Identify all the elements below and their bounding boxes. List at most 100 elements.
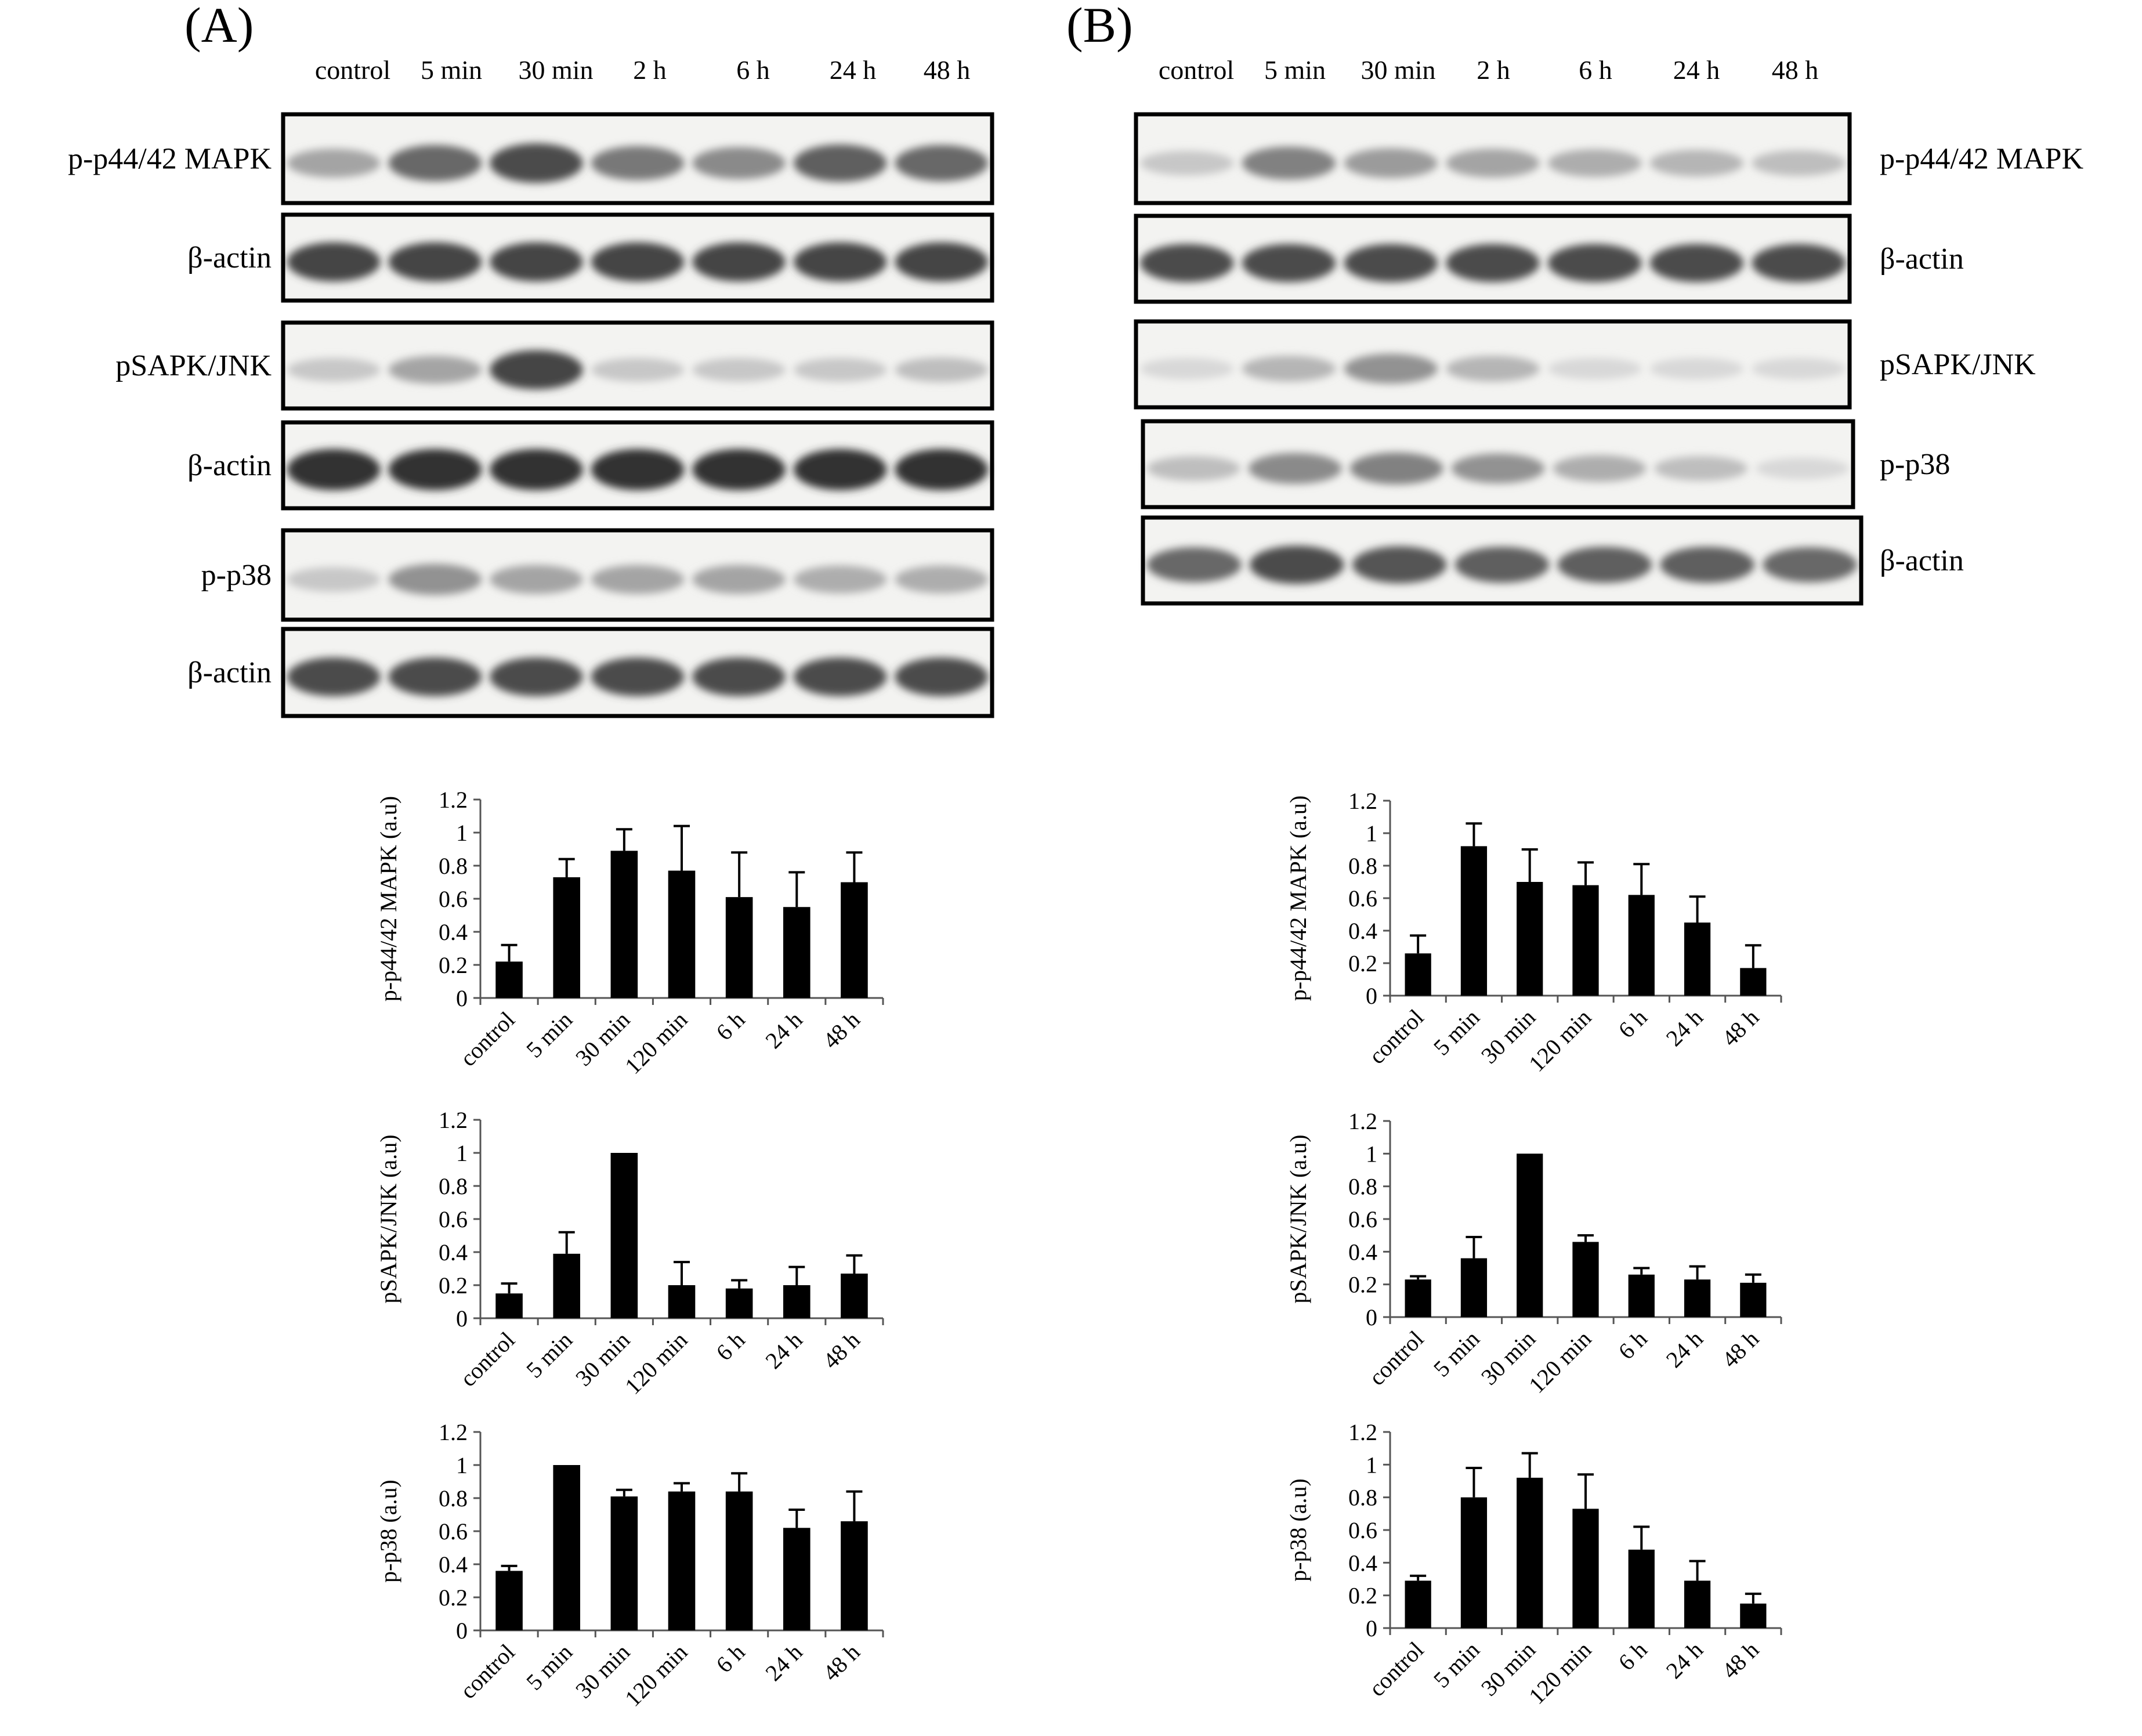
bar-control	[1405, 953, 1431, 996]
blot-p-p38: p-p38	[1141, 419, 1950, 509]
blot-band	[490, 242, 583, 282]
blot-band	[692, 449, 786, 490]
y-tick-label: 0.2	[439, 1272, 468, 1299]
blot-band	[591, 449, 685, 490]
blot-band	[1752, 357, 1846, 380]
bar-control	[1405, 1279, 1431, 1317]
blot-frame	[281, 112, 994, 205]
bar-24-h	[1684, 1279, 1711, 1317]
x-tick-label: control	[1364, 1326, 1429, 1391]
blot-band	[591, 565, 685, 594]
blot-band	[388, 449, 482, 490]
blot-label: β-actin	[187, 449, 272, 482]
panel-label: (B)	[1066, 0, 1133, 53]
y-tick-label: 0.4	[439, 1239, 468, 1265]
blot-p-p44-42-mapk: p-p44/42 MAPK	[1134, 112, 2083, 205]
blot-label: β-actin	[187, 656, 272, 689]
y-axis-label: p-p38 (a.u)	[375, 1480, 401, 1583]
bar-5-min	[553, 1465, 581, 1630]
x-tick-label: 48 h	[1717, 1004, 1764, 1051]
y-tick-label: 1.2	[439, 787, 468, 813]
blot-band	[895, 242, 989, 282]
bar-5-min	[1460, 1497, 1488, 1628]
blot-label: β-actin	[1880, 544, 1964, 577]
blot-beta-actin: β-actin	[1141, 515, 1964, 606]
y-tick-label: 1.2	[1348, 788, 1377, 814]
blot-beta-actin: β-actin	[1134, 214, 1964, 304]
x-tick-label: 48 h	[817, 1007, 864, 1054]
blot-band	[1649, 244, 1744, 283]
y-tick-label: 0.8	[439, 853, 468, 879]
blot-band	[388, 242, 482, 282]
y-tick-label: 0.2	[1348, 1583, 1377, 1609]
blot-band	[591, 657, 685, 696]
y-tick-label: 1	[1366, 1452, 1377, 1478]
blot-frame	[281, 420, 994, 511]
y-tick-label: 0	[456, 1618, 468, 1644]
blot-band	[793, 657, 887, 696]
blot-band	[1660, 547, 1755, 583]
y-tick-label: 1	[1366, 820, 1377, 847]
x-tick-label: 120 min	[1524, 1326, 1596, 1398]
y-tick-label: 1.2	[1348, 1419, 1377, 1445]
x-tick-label: 120 min	[620, 1639, 692, 1712]
blot-band	[1446, 244, 1540, 283]
bar-24-h	[1684, 1581, 1711, 1628]
y-tick-label: 0.4	[439, 919, 468, 945]
blot-band	[1140, 357, 1234, 380]
blot-beta-actin: β-actin	[187, 627, 994, 718]
bar-24-h	[783, 1285, 811, 1318]
x-tick-label: 6 h	[711, 1327, 750, 1366]
x-tick-label: 24 h	[1661, 1004, 1708, 1051]
blot-frame	[1134, 214, 1852, 304]
blot-band	[1553, 455, 1647, 482]
bar-control	[1405, 1581, 1431, 1628]
lane-label: 30 min	[518, 55, 593, 85]
y-axis-label: pSAPK/JNK (a.u)	[375, 1134, 401, 1303]
blot-band	[1344, 353, 1438, 384]
blot-band	[388, 356, 482, 384]
blot-band	[895, 565, 989, 594]
y-tick-label: 0.8	[439, 1485, 468, 1511]
blot-band	[1547, 357, 1642, 380]
y-tick-label: 1	[456, 820, 468, 846]
blot-band	[692, 357, 786, 382]
bar-6-h	[1628, 895, 1655, 996]
bar-control	[495, 961, 523, 998]
bar-6-h	[725, 897, 753, 998]
bar-6-h	[1628, 1549, 1655, 1628]
bar-30-min	[610, 851, 638, 998]
blot-frame	[281, 627, 994, 718]
bar-5-min	[1460, 1258, 1488, 1317]
blot-band	[490, 565, 583, 594]
blot-label: p-p44/42 MAPK	[1880, 143, 2083, 176]
y-tick-label: 1	[1366, 1141, 1377, 1167]
y-axis-label: pSAPK/JNK (a.u)	[1285, 1134, 1311, 1303]
x-tick-label: 5 min	[1428, 1004, 1485, 1061]
y-tick-label: 0	[456, 985, 468, 1011]
lane-label: 6 h	[1579, 55, 1612, 85]
blot-band	[287, 357, 381, 382]
x-tick-label: 48 h	[817, 1639, 864, 1686]
blot-band	[1446, 356, 1540, 382]
blot-label: pSAPK/JNK	[115, 349, 272, 382]
bar-6-h	[725, 1491, 753, 1630]
blot-band	[692, 565, 786, 594]
y-axis-label: p-p44/42 MAPK (a.u)	[375, 796, 401, 1001]
blot-band	[490, 143, 583, 183]
x-tick-label: 48 h	[1717, 1637, 1764, 1684]
y-tick-label: 0.6	[1348, 885, 1377, 912]
panel-label: (A)	[184, 0, 254, 53]
blot-band	[1547, 244, 1642, 283]
y-tick-label: 1.2	[439, 1419, 468, 1445]
blot-band	[895, 144, 989, 182]
blot-band	[1242, 244, 1336, 283]
blot-frame	[281, 212, 994, 303]
bar-120-min	[668, 1491, 696, 1630]
x-tick-label: 5 min	[521, 1639, 577, 1695]
blot-band	[1344, 148, 1438, 178]
bar-chart-p-p38-a-u-b: 0 0.2 0.4 0.6 0.8 1 1.2 p-p38 (a.u) control 5 min…	[1285, 1419, 1782, 1709]
blot-band	[692, 657, 786, 696]
y-tick-label: 0	[1366, 1304, 1377, 1330]
